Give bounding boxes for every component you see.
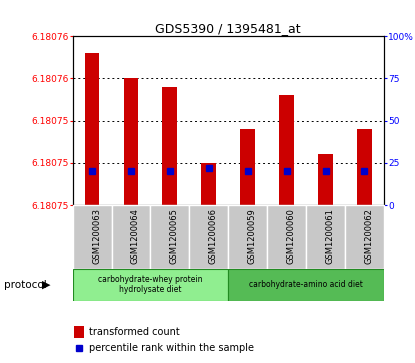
Bar: [228, 269, 384, 301]
Bar: [150, 205, 189, 269]
Text: GSM1200064: GSM1200064: [131, 208, 140, 264]
Bar: [85, 53, 100, 205]
Bar: [74, 326, 84, 338]
Text: GSM1200059: GSM1200059: [248, 208, 257, 264]
Bar: [112, 205, 150, 269]
Text: carbohydrate-whey protein
hydrolysate diet: carbohydrate-whey protein hydrolysate di…: [98, 275, 203, 294]
Bar: [306, 205, 345, 269]
Bar: [189, 205, 228, 269]
Bar: [240, 129, 255, 205]
Text: ▶: ▶: [42, 280, 50, 290]
Bar: [201, 163, 216, 205]
Bar: [279, 95, 294, 205]
Text: GSM1200061: GSM1200061: [325, 208, 334, 264]
Text: GSM1200066: GSM1200066: [209, 208, 218, 264]
Bar: [267, 205, 306, 269]
Text: percentile rank within the sample: percentile rank within the sample: [89, 343, 254, 354]
Bar: [73, 205, 112, 269]
Text: protocol: protocol: [4, 280, 47, 290]
Text: transformed count: transformed count: [89, 327, 180, 337]
Text: GSM1200063: GSM1200063: [92, 208, 101, 264]
Bar: [345, 205, 384, 269]
Text: carbohydrate-amino acid diet: carbohydrate-amino acid diet: [249, 280, 363, 289]
Bar: [73, 269, 228, 301]
Text: GSM1200065: GSM1200065: [170, 208, 179, 264]
Title: GDS5390 / 1395481_at: GDS5390 / 1395481_at: [156, 22, 301, 35]
Bar: [357, 129, 372, 205]
Bar: [124, 78, 138, 205]
Bar: [318, 155, 333, 205]
Bar: [163, 87, 177, 205]
Bar: [228, 205, 267, 269]
Text: GSM1200062: GSM1200062: [364, 208, 374, 264]
Text: GSM1200060: GSM1200060: [287, 208, 295, 264]
